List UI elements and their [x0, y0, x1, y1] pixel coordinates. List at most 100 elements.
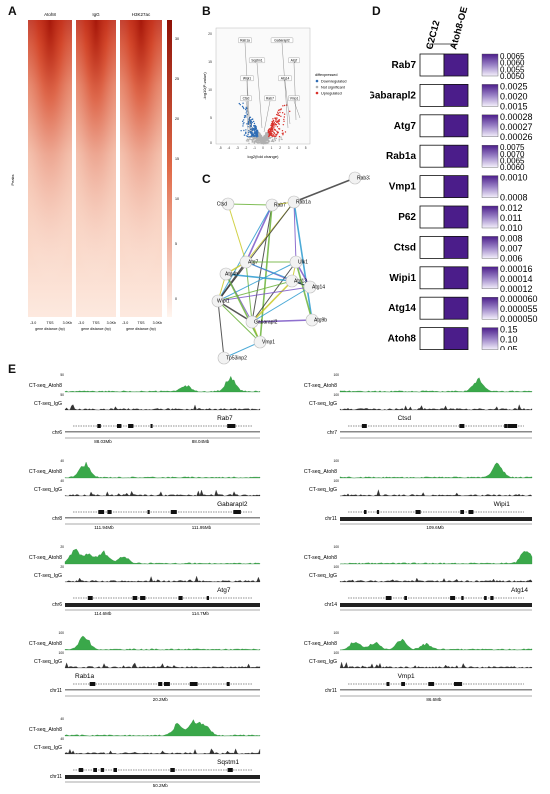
- network-node-label: Ctsd: [217, 202, 228, 208]
- volcano-point: [268, 132, 271, 134]
- heatmap-col-label-h3k27ac: H3K27ac: [132, 12, 151, 17]
- gene-model-exon: [97, 424, 101, 428]
- volcano-plot-area: [215, 27, 311, 145]
- panel-letter-e: E: [8, 362, 17, 376]
- track-signal-atoh8: [339, 551, 533, 565]
- volcano-gene-label: Ctsd: [243, 97, 250, 101]
- volcano-point: [282, 134, 284, 136]
- volcano-xticks: -5 -4 -3 -2 -1 0 1 2 3 4 5: [219, 146, 307, 150]
- track-signal-atoh8: [64, 548, 261, 565]
- track-scale-atoh8: 40: [60, 459, 64, 463]
- volcano-xtick: 4: [296, 146, 298, 150]
- panel-letter-b: B: [202, 4, 211, 18]
- track-chromosome: chr11: [50, 774, 62, 780]
- volcano-point: [271, 135, 274, 137]
- volcano-point: [272, 134, 274, 136]
- volcano-xlabel: log2(fold change): [248, 154, 280, 159]
- gene-model-exon: [87, 596, 93, 600]
- volcano-ylabel: -log10(P-value): [202, 72, 207, 100]
- network-node: [217, 351, 231, 365]
- volcano-point: [253, 140, 255, 142]
- track-coordinate: 111.94Mb: [94, 525, 114, 530]
- volcano-point: [254, 137, 257, 139]
- volcano-gene-labels: Rab1a Gabarapl2 Sqstm1 Atg7 Wipi1 Atg14 Ctsd Ra…: [238, 37, 301, 135]
- volcano-point: [256, 141, 258, 144]
- colorbar-tick: 30: [175, 37, 179, 41]
- volcano-point: [247, 131, 250, 134]
- volcano-point: [272, 130, 274, 132]
- volcano-point: [239, 103, 241, 106]
- heatmap-row-colorbar: [481, 327, 499, 350]
- gene-model-exon: [78, 768, 84, 772]
- track-chromosome: chr6: [52, 430, 62, 436]
- network-edge: [227, 203, 273, 206]
- volcano-point: [262, 137, 264, 139]
- track-coordinate: 86.6Mb: [426, 697, 442, 702]
- volcano-point: [253, 142, 256, 144]
- track-signal-igg: [339, 489, 533, 497]
- track-signal-igg: [64, 748, 261, 755]
- heatmap-row-tick: 0.0008: [500, 193, 528, 203]
- heatmap-xticks: -3.0 TSS 3.0Kb -3.0 TSS 3.0Kb -3.0 TSS 3…: [30, 321, 162, 325]
- gene-model-exon: [401, 682, 405, 686]
- volcano-point: [251, 136, 254, 138]
- volcano-point: [273, 137, 276, 140]
- chromosome-ideogram: [340, 689, 532, 691]
- heatmap-cell-atoh8-oe: [443, 235, 469, 259]
- volcano-point: [265, 132, 267, 134]
- gene-model-exon: [364, 510, 367, 514]
- track-label-igg: CT-seq_IgG: [309, 487, 337, 493]
- track-signal-atoh8: [64, 719, 261, 737]
- heatmap-row-tick: 0.006: [500, 253, 523, 263]
- volcano-point: [259, 140, 261, 143]
- volcano-point: [245, 106, 247, 108]
- volcano-point: [274, 139, 276, 141]
- heatmap-row-tick: 0.007: [500, 243, 523, 253]
- track-gene-name: Rab1a: [75, 673, 95, 680]
- heatmap-row-tick: 0.00027: [500, 122, 533, 132]
- heatmap-cell-c2c12: [419, 53, 445, 77]
- volcano-point: [252, 138, 254, 140]
- network-node: [348, 171, 362, 185]
- gene-model-exon: [150, 424, 153, 428]
- track-chromosome: chr11: [325, 688, 337, 694]
- volcano-point: [248, 136, 250, 139]
- heatmap-cell-c2c12: [419, 327, 445, 350]
- heatmap-row-tick: 0.0060: [500, 59, 525, 68]
- network-node-label: Wipi1: [217, 299, 230, 305]
- track-scale-atoh8: 50: [60, 373, 64, 377]
- track-gene-name: Wipi1: [494, 501, 511, 508]
- network-edge: [251, 204, 273, 323]
- heatmap-cell-atoh8-oe: [443, 175, 469, 199]
- track-atg14: CT-seq_Atoh8 CT-seq_IgG 100 100 Atg14 chr14: [304, 545, 533, 611]
- volcano-point: [250, 138, 252, 141]
- volcano-point: [248, 142, 250, 145]
- panel-letter-a: A: [8, 4, 17, 18]
- colorbar-tick: 10: [175, 197, 179, 201]
- heatmap-cell-atoh8-oe: [443, 296, 469, 320]
- heatmap-row-gene: Rab1a: [386, 151, 416, 162]
- volcano-point: [249, 128, 252, 131]
- volcano-point: [276, 133, 278, 136]
- volcano-point: [249, 119, 252, 121]
- volcano-point: [259, 136, 262, 138]
- heatmap-row-tick: 0.15: [500, 325, 518, 335]
- volcano-point: [269, 128, 271, 130]
- heatmap-tick: TSS: [47, 321, 55, 325]
- volcano-point: [245, 110, 248, 112]
- heatmap-row-tick: 0.011: [500, 213, 522, 223]
- volcano-point: [273, 127, 275, 129]
- volcano-point: [252, 134, 254, 136]
- gene-model-exon: [428, 682, 435, 686]
- track-label-atoh8: CT-seq_Atoh8: [304, 383, 337, 389]
- network-edge: [225, 273, 293, 282]
- legend-dot-down: [315, 79, 319, 83]
- volcano-point: [277, 112, 279, 115]
- heatmap-row-tick: 0.0015: [500, 101, 528, 111]
- volcano-point: [252, 120, 255, 123]
- volcano-point: [274, 128, 276, 131]
- volcano-point: [280, 115, 282, 118]
- heatmap-row-gene: P62: [398, 212, 416, 223]
- volcano-point: [245, 114, 247, 117]
- volcano-point: [258, 142, 260, 144]
